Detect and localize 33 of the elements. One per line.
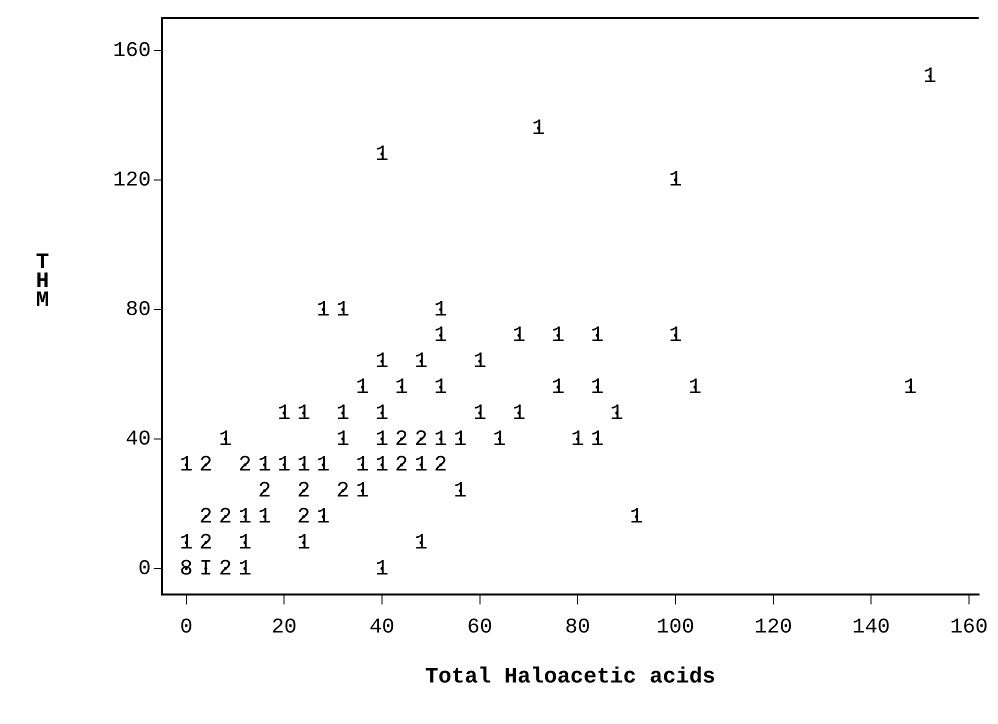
annotation: 1	[551, 323, 565, 348]
x-tick-label: 80	[565, 616, 590, 640]
x-tick-label: 0	[180, 616, 193, 640]
annotation: 1	[375, 400, 389, 426]
y-tick-label: 0	[138, 558, 151, 582]
annotation: 1	[375, 142, 389, 167]
y-tick-label: 120	[112, 169, 151, 192]
annotation: 1	[434, 426, 448, 452]
x-tick-label: 160	[950, 616, 988, 640]
annotation: 8	[180, 556, 193, 582]
x-tick-label: 100	[656, 616, 694, 640]
x-tick-label: 140	[852, 616, 890, 640]
annotation: 1	[434, 297, 448, 322]
annotation: 1	[375, 426, 389, 452]
annotation: 1	[512, 400, 526, 426]
annotation: 1	[551, 374, 565, 400]
y-tick-label: 80	[126, 299, 151, 322]
y-axis-title: THM	[30, 250, 55, 307]
annotation: 1	[258, 452, 272, 478]
annotation: 1	[571, 426, 584, 452]
annotation: 1	[238, 556, 252, 582]
x-axis-title: Total Haloacetic acids	[425, 664, 716, 690]
annotation: 1	[258, 504, 272, 530]
annotation: 1	[375, 556, 389, 582]
x-tick-label: 60	[467, 616, 492, 640]
annotation: 1	[297, 400, 310, 426]
annotation: 1	[590, 426, 604, 452]
y-tick-label: 40	[126, 428, 151, 452]
annotation: 1	[278, 400, 291, 426]
x-tick-label: 40	[369, 616, 395, 640]
x-tick-label: 20	[271, 616, 297, 640]
y-tick-label: 160	[112, 40, 151, 63]
x-tick-label: 120	[754, 616, 792, 640]
